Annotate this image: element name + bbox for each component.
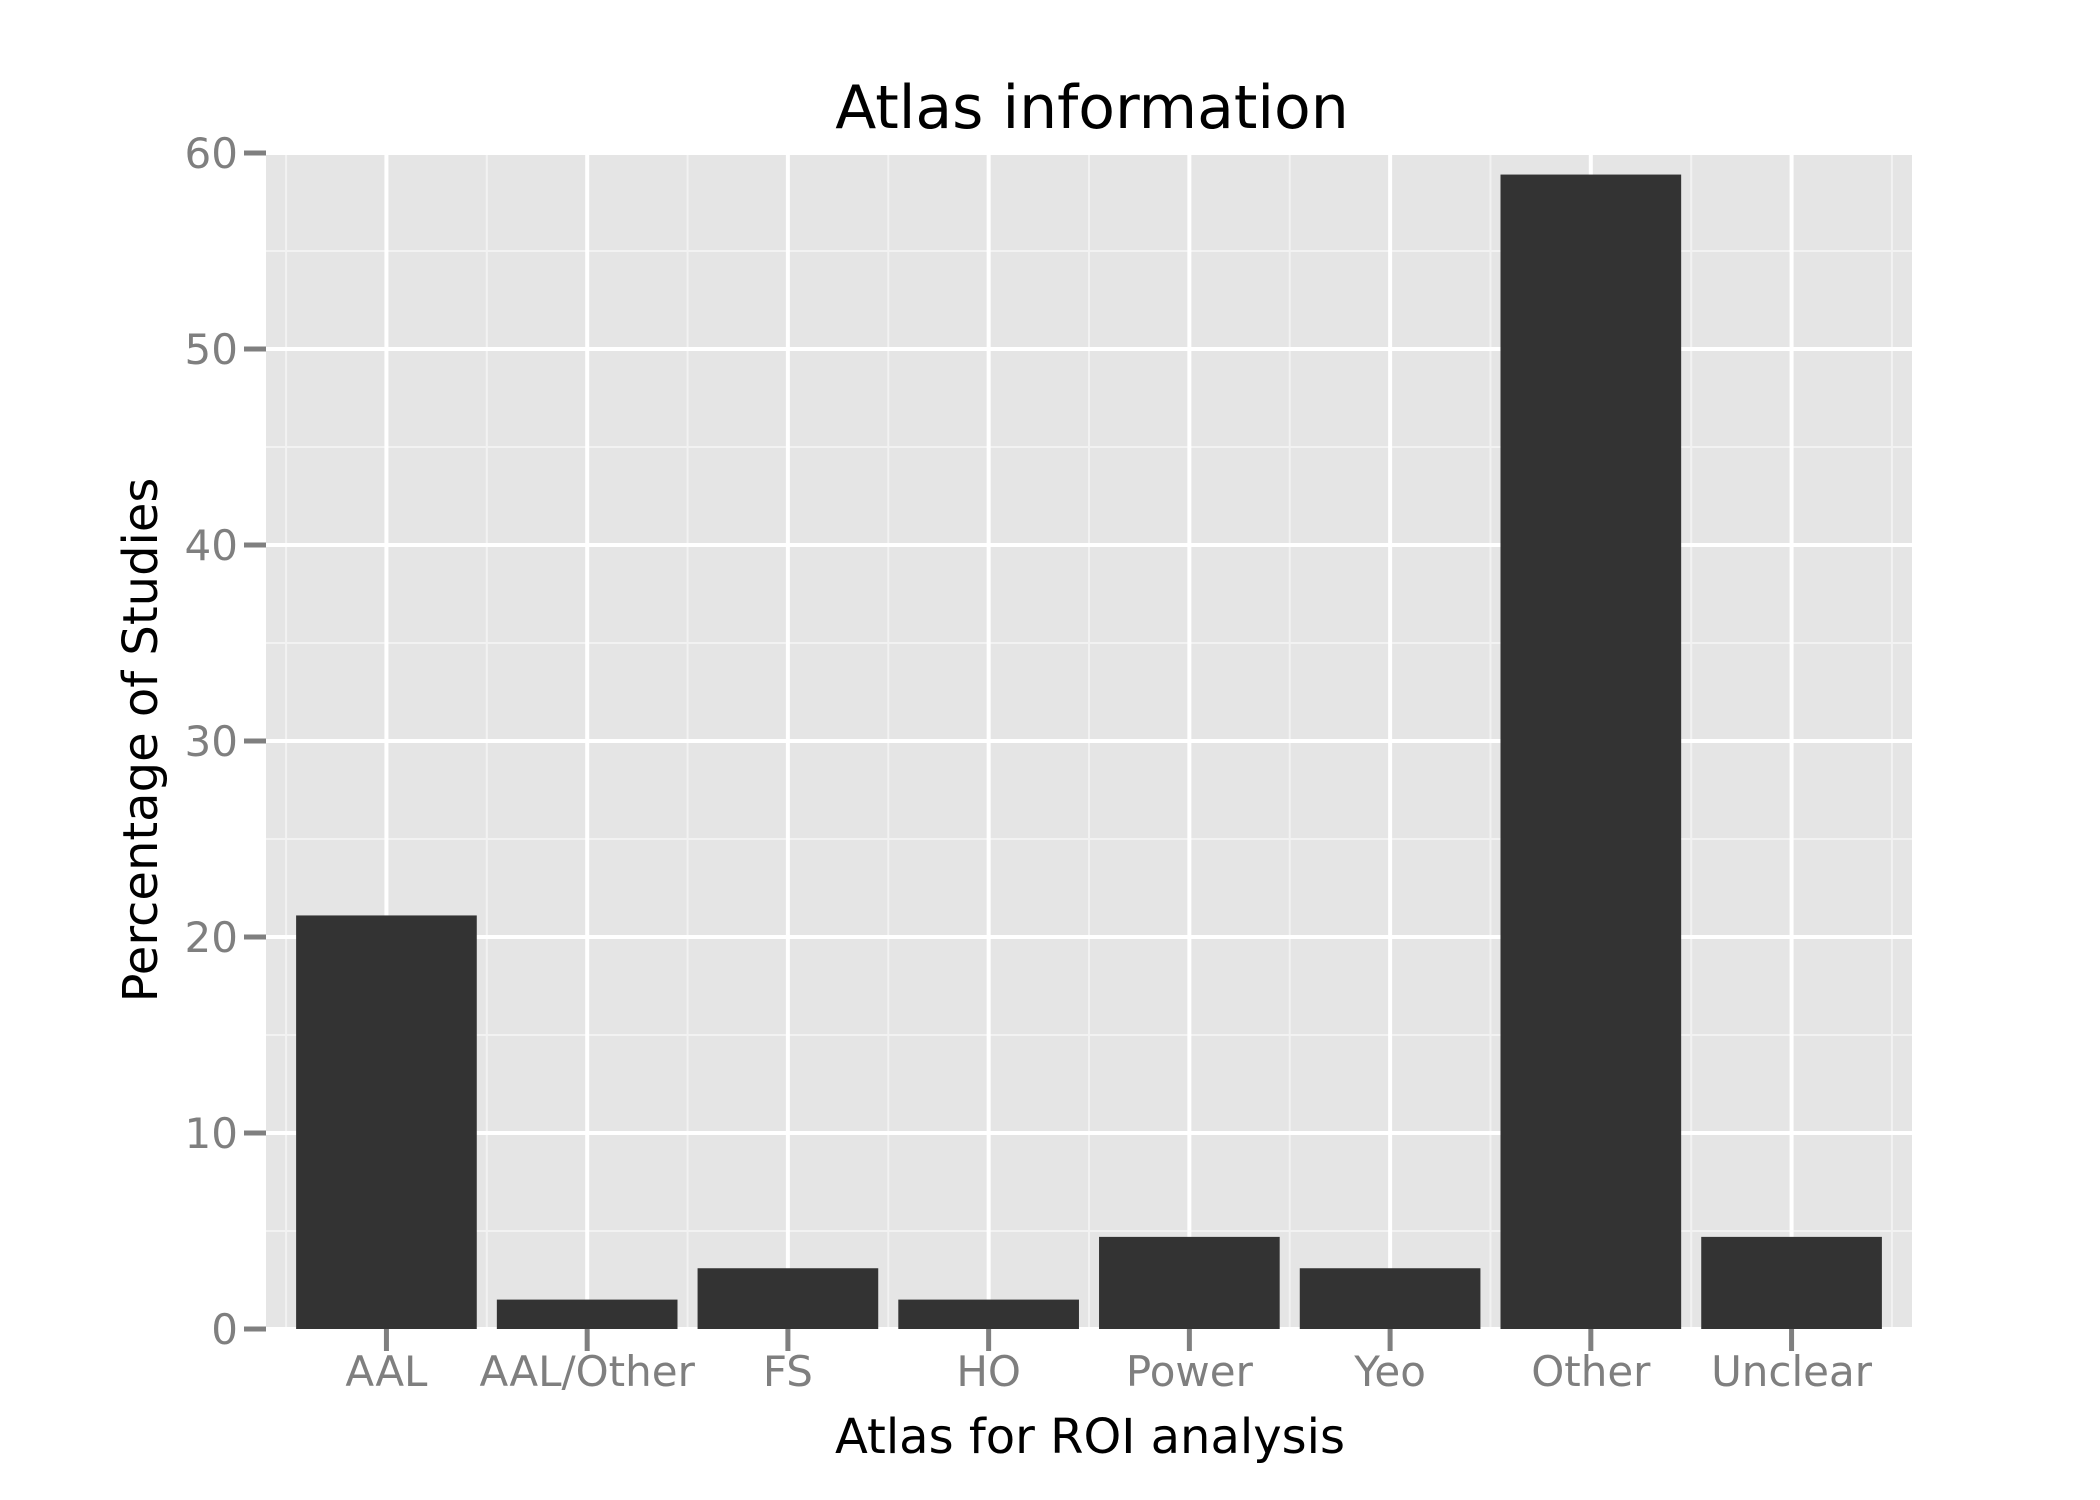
x-axis-title: Atlas for ROI analysis — [835, 1409, 1345, 1465]
x-tick-label: AAL — [345, 1347, 428, 1396]
x-tick-label: Power — [1126, 1347, 1254, 1396]
bar-aal — [296, 915, 477, 1329]
x-tick-label: FS — [763, 1347, 813, 1396]
bar-other — [1500, 174, 1682, 1329]
bars — [296, 174, 1882, 1329]
bar-aal-other — [496, 1299, 678, 1329]
x-tick-label: AAL/Other — [479, 1347, 695, 1396]
y-tick-label: 40 — [185, 521, 238, 570]
y-tick-label: 60 — [185, 129, 238, 178]
bar-yeo — [1299, 1268, 1481, 1329]
chart-title: Atlas information — [835, 73, 1349, 143]
y-axis: 0 10 20 30 40 50 60 — [185, 129, 266, 1354]
x-tick-label: Unclear — [1711, 1347, 1873, 1396]
bar-fs — [697, 1268, 879, 1329]
bar-power — [1099, 1236, 1280, 1329]
bar-ho — [898, 1299, 1079, 1329]
y-tick-label: 10 — [185, 1109, 238, 1158]
x-tick-label: Yeo — [1353, 1347, 1426, 1396]
y-tick-label: 0 — [211, 1305, 238, 1354]
x-tick-label: Other — [1531, 1347, 1651, 1396]
y-axis-title: Percentage of Studies — [113, 478, 169, 1003]
y-tick-label: 50 — [185, 325, 238, 374]
y-tick-label: 30 — [185, 717, 238, 766]
x-tick-label: HO — [956, 1347, 1021, 1396]
bar-unclear — [1701, 1236, 1882, 1329]
x-axis: AAL AAL/Other FS HO Power Yeo Other Unclear — [345, 1329, 1873, 1396]
y-tick-label: 20 — [185, 913, 238, 962]
